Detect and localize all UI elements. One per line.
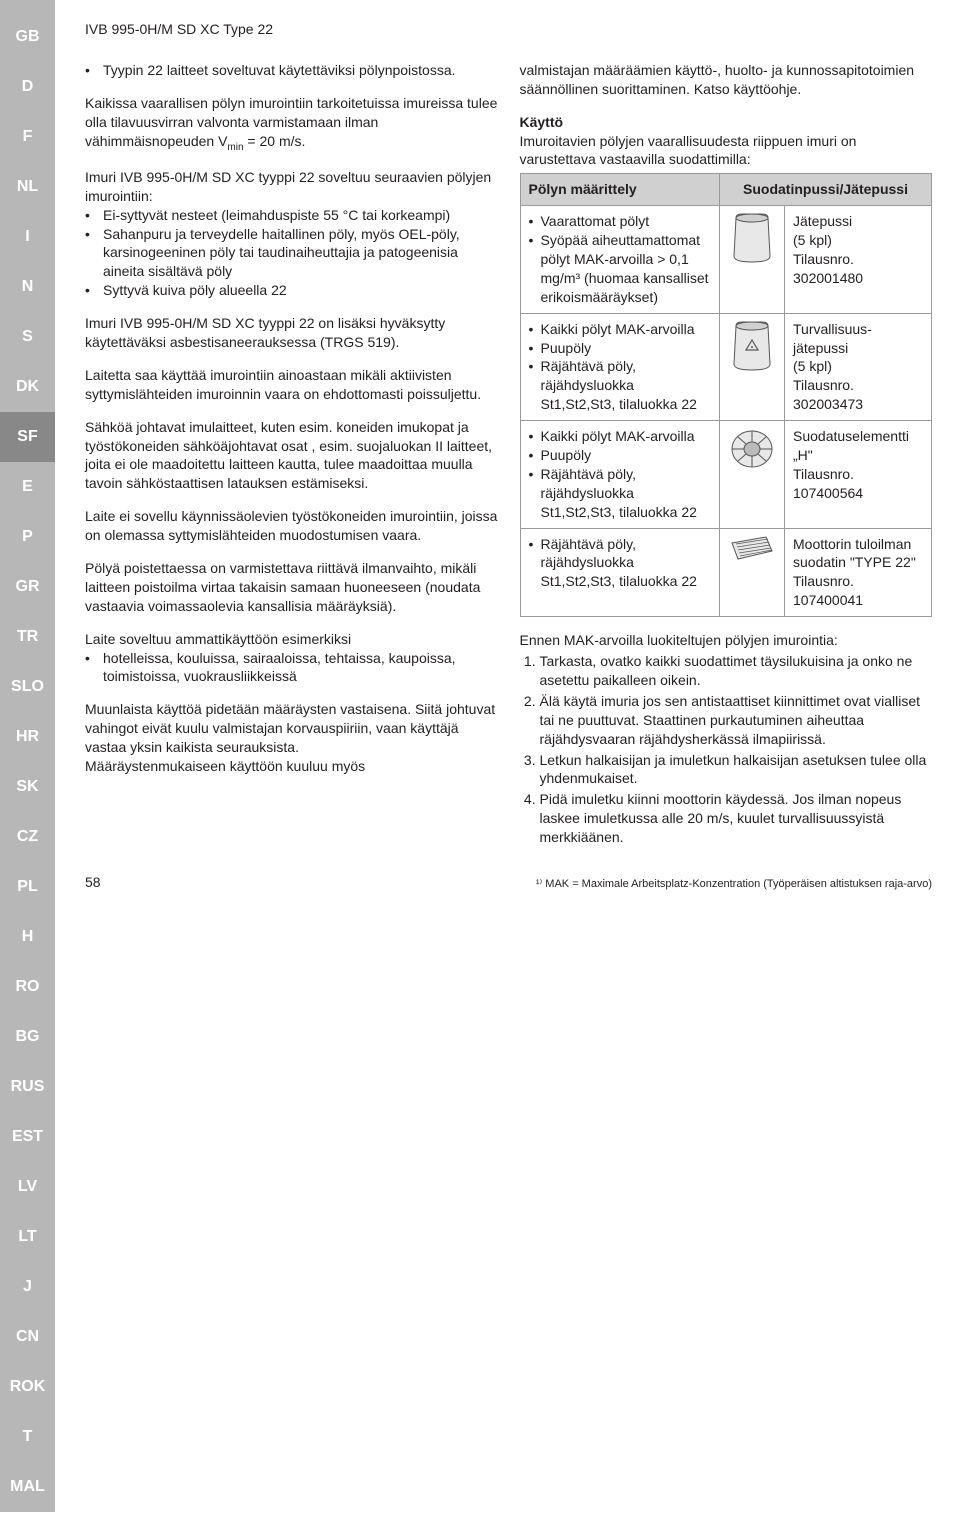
list-item: Letkun halkaisijan ja imuletkun halkaisi… xyxy=(540,751,933,789)
sidebar-item-h[interactable]: H xyxy=(0,912,55,962)
sidebar-item-mal[interactable]: MAL xyxy=(0,1462,55,1512)
language-sidebar: GBDFNLINSDKSFEPGRTRSLOHRSKCZPLHROBGRUSES… xyxy=(0,0,55,1512)
sidebar-item-hr[interactable]: HR xyxy=(0,712,55,762)
sidebar-item-p[interactable]: P xyxy=(0,512,55,562)
page-footer: 58 ¹⁾ MAK = Maximale Arbeitsplatz-Konzen… xyxy=(85,873,932,892)
list-item: Pidä imuletku kiinni moottorin käydessä.… xyxy=(540,790,933,847)
section-title-use: Käyttö xyxy=(520,114,564,130)
sidebar-item-d[interactable]: D xyxy=(0,62,55,112)
sidebar-item-pl[interactable]: PL xyxy=(0,862,55,912)
cartridge-icon xyxy=(720,421,785,528)
right-column: valmistajan määräämien käyttö-, huolto- … xyxy=(520,61,933,849)
list-item: Sahanpuru ja terveydelle haitallinen pöl… xyxy=(85,225,498,282)
sidebar-item-dk[interactable]: DK xyxy=(0,362,55,412)
table-header-dust: Pölyn määrittely xyxy=(520,174,720,206)
table-row: Vaarattomat pölytSyöpää aiheuttamattomat… xyxy=(520,206,932,313)
sidebar-item-rok[interactable]: ROK xyxy=(0,1362,55,1412)
paragraph-machines: Laite ei sovellu käynnissäolevien työstö… xyxy=(85,507,498,545)
sidebar-item-est[interactable]: EST xyxy=(0,1112,55,1162)
filter-cell: Jätepussi (5 kpl) Tilausnro. 302001480 xyxy=(785,206,932,313)
professional-use-list: hotelleissa, kouluissa, sairaaloissa, te… xyxy=(85,649,498,687)
sidebar-item-n[interactable]: N xyxy=(0,262,55,312)
sidebar-item-rus[interactable]: RUS xyxy=(0,1062,55,1112)
sidebar-item-nl[interactable]: NL xyxy=(0,162,55,212)
paragraph-proper-use: Määräystenmukaiseen käyttöön kuuluu myös xyxy=(85,757,498,776)
paragraph-ignition: Laitetta saa käyttää imurointiin ainoast… xyxy=(85,366,498,404)
dust-cell: Vaarattomat pölytSyöpää aiheuttamattomat… xyxy=(520,206,720,313)
filter-cell: Moottorin tuloilman suodatin "TYPE 22" T… xyxy=(785,528,932,617)
sidebar-item-cz[interactable]: CZ xyxy=(0,812,55,862)
table-row: Kaikki pölyt MAK-arvoillaPuupölyRäjähtäv… xyxy=(520,421,932,528)
mak-checklist: Tarkasta, ovatko kaikki suodattimet täys… xyxy=(520,652,933,847)
panel-icon xyxy=(720,528,785,617)
list-item: Syttyvä kuiva pöly alueella 22 xyxy=(85,281,498,300)
sidebar-item-cn[interactable]: CN xyxy=(0,1312,55,1362)
dust-cell: Kaikki pölyt MAK-arvoillaPuupölyRäjähtäv… xyxy=(520,313,720,420)
sidebar-item-slo[interactable]: SLO xyxy=(0,662,55,712)
bag-open-icon xyxy=(720,206,785,313)
sidebar-item-gr[interactable]: GR xyxy=(0,562,55,612)
sidebar-item-t[interactable]: T xyxy=(0,1412,55,1462)
sidebar-item-e[interactable]: E xyxy=(0,462,55,512)
sidebar-item-ro[interactable]: RO xyxy=(0,962,55,1012)
sidebar-item-tr[interactable]: TR xyxy=(0,612,55,662)
sidebar-item-lt[interactable]: LT xyxy=(0,1212,55,1262)
sidebar-item-j[interactable]: J xyxy=(0,1262,55,1312)
mak-footnote: ¹⁾ MAK = Maximale Arbeitsplatz-Konzentra… xyxy=(536,877,932,892)
paragraph-maintenance: valmistajan määräämien käyttö-, huolto- … xyxy=(520,61,933,99)
filter-cell: Turvallisuus-jätepussi (5 kpl) Tilausnro… xyxy=(785,313,932,420)
filter-cell: Suodatuselementti „H" Tilausnro. 1074005… xyxy=(785,421,932,528)
left-column: Tyypin 22 laitteet soveltuvat käytettävi… xyxy=(85,61,498,849)
paragraph-asbestos: Imuri IVB 995-0H/M SD XC tyyppi 22 on li… xyxy=(85,314,498,352)
model-header: IVB 995-0H/M SD XC Type 22 xyxy=(85,20,932,39)
list-item: Älä käytä imuria jos sen antistaattiset … xyxy=(540,692,933,749)
sidebar-item-f[interactable]: F xyxy=(0,112,55,162)
page-number: 58 xyxy=(85,873,101,892)
table-row: Räjähtävä pöly, räjähdysluokka St1,St2,S… xyxy=(520,528,932,617)
list-item: Tarkasta, ovatko kaikki suodattimet täys… xyxy=(540,652,933,690)
filter-table: Pölyn määrittely Suodatinpussi/Jätepussi… xyxy=(520,173,933,617)
list-item: hotelleissa, kouluissa, sairaaloissa, te… xyxy=(85,649,498,687)
paragraph-conductive: Sähköä johtavat imulaitteet, kuten esim.… xyxy=(85,418,498,494)
intro-bullet: Tyypin 22 laitteet soveltuvat käytettävi… xyxy=(85,61,498,80)
sidebar-item-sf[interactable]: SF xyxy=(0,412,55,462)
table-header-filter: Suodatinpussi/Jätepussi xyxy=(720,174,932,206)
dust-cell: Räjähtävä pöly, räjähdysluokka St1,St2,S… xyxy=(520,528,720,617)
sidebar-item-gb[interactable]: GB xyxy=(0,12,55,62)
sidebar-item-lv[interactable]: LV xyxy=(0,1162,55,1212)
sidebar-item-i[interactable]: I xyxy=(0,212,55,262)
dust-cell: Kaikki pölyt MAK-arvoillaPuupölyRäjähtäv… xyxy=(520,421,720,528)
paragraph-airflow: Kaikissa vaarallisen pölyn imurointiin t… xyxy=(85,94,498,154)
paragraph-before-mak: Ennen MAK-arvoilla luokiteltujen pölyjen… xyxy=(520,631,933,650)
paragraph-professional: Laite soveltuu ammattikäyttöön esimerkik… xyxy=(85,630,498,649)
sidebar-item-s[interactable]: S xyxy=(0,312,55,362)
page-content: IVB 995-0H/M SD XC Type 22 Tyypin 22 lai… xyxy=(55,0,960,1512)
bag-safety-icon xyxy=(720,313,785,420)
sidebar-item-sk[interactable]: SK xyxy=(0,762,55,812)
table-row: Kaikki pölyt MAK-arvoillaPuupölyRäjähtäv… xyxy=(520,313,932,420)
suitable-dust-list: Ei-syttyvät nesteet (leimahduspiste 55 °… xyxy=(85,206,498,300)
paragraph-filter-intro: Imuroitavien pölyjen vaarallisuudesta ri… xyxy=(520,133,857,168)
paragraph-ventilation: Pölyä poistettaessa on varmistettava rii… xyxy=(85,559,498,616)
paragraph-misuse: Muunlaista käyttöä pidetään määräysten v… xyxy=(85,700,498,757)
list-item: Ei-syttyvät nesteet (leimahduspiste 55 °… xyxy=(85,206,498,225)
paragraph-suitable-intro: Imuri IVB 995-0H/M SD XC tyyppi 22 sovel… xyxy=(85,168,498,206)
sidebar-item-bg[interactable]: BG xyxy=(0,1012,55,1062)
